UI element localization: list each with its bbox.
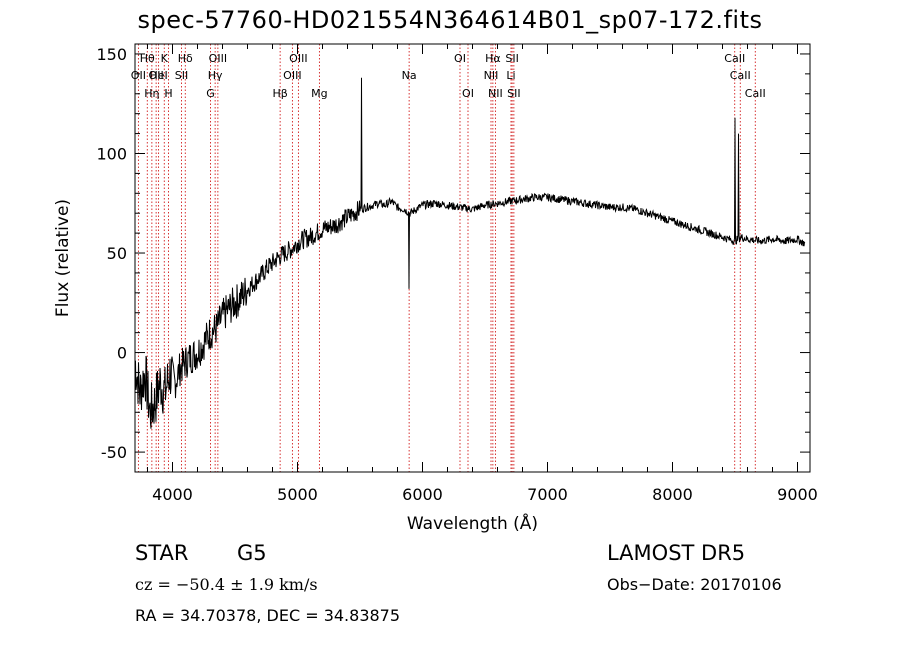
spectral-line-label: Hγ bbox=[208, 69, 223, 82]
line-markers bbox=[137, 44, 756, 472]
spectrum-line bbox=[134, 77, 806, 429]
y-tick-label: 0 bbox=[117, 344, 127, 363]
spectral-line-label: NII bbox=[484, 69, 499, 82]
spectral-line-label: HeI bbox=[149, 69, 167, 82]
axis-ticks: 4000 5000 6000 7000 8000 9000 -50 0 50 100 150 bbox=[96, 44, 818, 504]
spectral-line-label: H bbox=[164, 87, 172, 100]
spectral-line-label: Hβ bbox=[272, 87, 287, 100]
line-labels: OIIHθHηOIIHeIKHSIIHδGHγOIIIHβOIIIOIIIMgN… bbox=[131, 52, 766, 100]
spectral-line-label: SII bbox=[507, 87, 520, 100]
obs-date: Obs−Date: 20170106 bbox=[607, 575, 782, 594]
survey-name: LAMOST DR5 bbox=[607, 541, 746, 565]
spectral-line-label: K bbox=[161, 52, 169, 65]
spectral-line-label: Mg bbox=[311, 87, 327, 100]
x-tick-label: 5000 bbox=[277, 485, 318, 504]
spectral-line-label: Na bbox=[402, 69, 417, 82]
spectral-line-label: CaII bbox=[724, 52, 745, 65]
object-class: STAR bbox=[135, 541, 189, 565]
spectral-line-label: Li bbox=[506, 69, 515, 82]
y-tick-label: -50 bbox=[101, 443, 127, 462]
spectral-line-label: Hθ bbox=[140, 52, 155, 65]
y-tick-label: 100 bbox=[96, 144, 127, 163]
spectral-line-label: G bbox=[206, 87, 215, 100]
y-axis-label: Flux (relative) bbox=[53, 199, 73, 317]
spectral-line-label: OII bbox=[149, 69, 164, 82]
x-tick-label: 9000 bbox=[777, 485, 818, 504]
x-axis-label: Wavelength (Å) bbox=[407, 512, 538, 534]
spectral-line-label: OIII bbox=[289, 52, 307, 65]
object-subclass: G5 bbox=[237, 541, 267, 565]
spectral-line-label: SII bbox=[175, 69, 188, 82]
spectral-line-label: Hδ bbox=[178, 52, 193, 65]
spectral-line-label: Hη bbox=[144, 87, 159, 100]
spectral-line-label: OIII bbox=[209, 52, 227, 65]
spectral-line-label: OI bbox=[462, 87, 474, 100]
spectral-line-label: OII bbox=[131, 69, 146, 82]
redshift-cz: cz = −50.4 ± 1.9 km/s bbox=[135, 575, 318, 594]
x-tick-label: 4000 bbox=[152, 485, 193, 504]
spectral-line-label: OIII bbox=[283, 69, 301, 82]
x-tick-label: 8000 bbox=[652, 485, 693, 504]
plot-frame bbox=[134, 43, 811, 473]
y-tick-label: 150 bbox=[96, 45, 127, 64]
y-tick-label: 50 bbox=[107, 244, 127, 263]
chart-title: spec-57760-HD021554N364614B01_sp07-172.f… bbox=[137, 6, 763, 34]
spectral-line-label: NII bbox=[488, 87, 503, 100]
x-tick-label: 6000 bbox=[402, 485, 443, 504]
x-tick-label: 7000 bbox=[527, 485, 568, 504]
spectral-line-label: Hα bbox=[485, 52, 501, 65]
spectral-line-label: CaII bbox=[730, 69, 751, 82]
spectral-line-label: CaII bbox=[745, 87, 766, 100]
spectral-line-label: OI bbox=[454, 52, 466, 65]
coordinates: RA = 34.70378, DEC = 34.83875 bbox=[135, 606, 401, 625]
spectral-line-label: SII bbox=[505, 52, 518, 65]
